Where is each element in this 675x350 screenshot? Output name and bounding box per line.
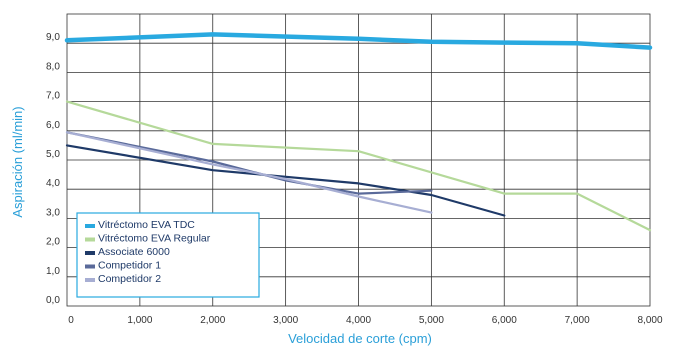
y-tick-label: 9,0 — [46, 32, 60, 43]
y-tick-label: 4,0 — [46, 178, 60, 189]
y-tick-label: 5,0 — [46, 149, 60, 160]
x-tick-label: 0 — [68, 315, 74, 326]
series-line-5 — [65, 131, 433, 214]
legend-label: Competidor 1 — [98, 260, 161, 272]
y-tick-label: 7,0 — [46, 91, 60, 102]
x-tick-label: 8,000 — [637, 315, 662, 326]
legend-label: Vitréctomo EVA TDC — [98, 219, 195, 231]
legend-label: Associate 6000 — [98, 246, 170, 258]
legend: Vitréctomo EVA TDC Vitréctomo EVA Regular… — [76, 212, 260, 298]
series-line-2 — [65, 100, 652, 232]
x-tick-label: 2,000 — [200, 315, 225, 326]
series-line-3 — [65, 144, 506, 217]
x-axis-title: Velocidad de corte (cpm) — [288, 331, 432, 346]
series-line-1 — [64, 32, 653, 50]
y-tick-label: 8,0 — [46, 61, 60, 72]
x-tick-label: 5,000 — [419, 315, 444, 326]
legend-swatch — [85, 237, 95, 242]
y-tick-label: 0,0 — [46, 295, 60, 306]
y-tick-label: 6,0 — [46, 120, 60, 131]
legend-swatch — [85, 264, 95, 269]
y-tick-label: 2,0 — [46, 237, 60, 248]
x-tick-label: 3,000 — [273, 315, 298, 326]
legend-box — [76, 212, 260, 298]
x-tick-label: 7,000 — [565, 315, 590, 326]
legend-label: Vitréctomo EVA Regular — [98, 233, 211, 245]
y-tick-label: 3,0 — [46, 207, 60, 218]
legend-swatch — [85, 224, 95, 228]
legend-swatch — [85, 251, 95, 255]
x-tick-label: 1,000 — [127, 315, 152, 326]
legend-swatch — [85, 278, 95, 282]
tick-labels: 0 1,000 2,000 3,000 4,000 5,000 6,000 7,000 8,00… — [46, 32, 663, 326]
series-lines — [64, 32, 653, 232]
y-axis-title: Aspiración (ml/min) — [10, 106, 25, 217]
series-line-4 — [65, 131, 433, 195]
y-tick-label: 1,0 — [46, 266, 60, 277]
x-tick-label: 6,000 — [492, 315, 517, 326]
legend-label: Competidor 2 — [98, 273, 161, 285]
x-tick-label: 4,000 — [346, 315, 371, 326]
